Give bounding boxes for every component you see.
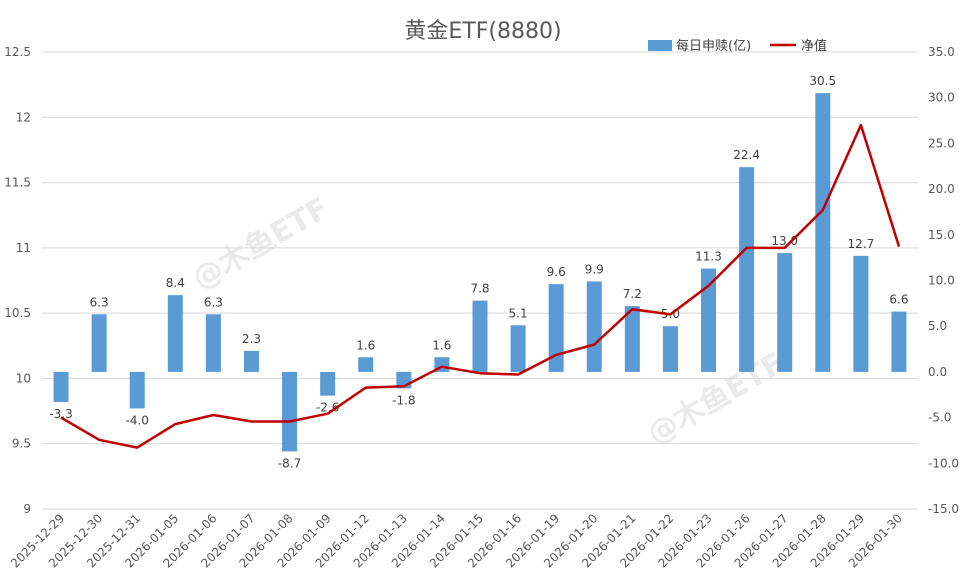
- bar-data-label: -3.3: [49, 407, 72, 421]
- right-axis-tick-label: -5.0: [928, 411, 951, 425]
- right-axis-tick-label: -10.0: [928, 456, 959, 470]
- chart-title: 黄金ETF(8880): [404, 19, 561, 44]
- bar-data-label: -1.8: [392, 393, 415, 407]
- bar: [205, 314, 221, 372]
- bar-data-label: -4.0: [126, 413, 149, 427]
- left-axis-tick-label: 11: [16, 241, 31, 255]
- bar: [701, 268, 717, 372]
- bar: [853, 255, 869, 372]
- right-axis-tick-label: 25.0: [928, 136, 955, 150]
- bar-data-label: 5.1: [509, 306, 528, 320]
- gridlines: [42, 51, 918, 510]
- bar: [777, 253, 793, 372]
- bar-data-label: 11.3: [695, 250, 722, 264]
- bar-data-label: 13.0: [771, 234, 798, 248]
- bar: [167, 295, 183, 372]
- watermark-text: @木鱼ETF: [187, 191, 336, 297]
- left-axis-ticks: 12.5 12 11.5 11 10.5 10 9.5 9: [4, 45, 31, 516]
- right-axis-tick-label: 30.0: [928, 91, 955, 105]
- bar-data-label: 30.5: [809, 74, 836, 88]
- legend-bar-swatch: [648, 40, 672, 51]
- nav-line: [60, 123, 901, 449]
- right-axis-ticks: 35.0 30.0 25.0 20.0 15.0 10.0 5.0 0.0 -5.0 -10.0 -…: [928, 45, 959, 516]
- bar-data-label: 1.6: [432, 338, 451, 352]
- line-series: [60, 123, 901, 449]
- bar: [548, 284, 564, 372]
- watermarks: @木鱼ETF @木鱼ETF: [187, 191, 791, 452]
- bar-data-label: 22.4: [733, 148, 760, 162]
- bar: [662, 326, 678, 372]
- bar: [91, 314, 107, 372]
- right-axis-tick-label: 5.0: [928, 319, 947, 333]
- legend-bar-label: 每日申赎(亿): [676, 38, 751, 54]
- bar: [243, 350, 259, 372]
- left-axis-tick-label: 12: [16, 110, 31, 124]
- right-axis-tick-label: 15.0: [928, 228, 955, 242]
- bar: [739, 167, 755, 372]
- bar-data-label: 9.6: [547, 265, 566, 279]
- bar-data-label: 6.3: [204, 295, 223, 309]
- bar-data-labels: -3.36.3-4.08.46.32.3-8.7-2.61.6-1.81.67.…: [49, 74, 908, 470]
- bar-data-label: 2.3: [242, 332, 261, 346]
- right-axis-tick-label: -15.0: [928, 502, 959, 516]
- bar-data-label: 7.2: [623, 287, 642, 301]
- bar-data-label: 1.6: [356, 338, 375, 352]
- left-axis-tick-label: 9: [23, 502, 31, 516]
- left-axis-tick-label: 10: [16, 371, 31, 385]
- bar-data-label: 6.3: [90, 295, 109, 309]
- right-axis-tick-label: 35.0: [928, 45, 955, 59]
- bar-series: [53, 93, 907, 452]
- bar: [129, 371, 145, 409]
- left-axis-tick-label: 12.5: [4, 45, 31, 59]
- bar: [815, 93, 831, 372]
- bar-data-label: 9.9: [585, 262, 604, 276]
- bar: [472, 300, 488, 372]
- bar: [586, 281, 602, 372]
- left-axis-tick-label: 11.5: [4, 176, 31, 190]
- left-axis-tick-label: 9.5: [12, 437, 31, 451]
- right-axis-tick-label: 0.0: [928, 365, 947, 379]
- bar: [510, 325, 526, 372]
- legend: 每日申赎(亿) 净值: [648, 38, 827, 54]
- bar-data-label: 12.7: [848, 237, 875, 251]
- bar: [53, 371, 69, 403]
- x-axis-ticks: 2025-12-292025-12-302025-12-312026-01-05…: [8, 511, 905, 570]
- right-axis-tick-label: 20.0: [928, 182, 955, 196]
- bar: [891, 311, 907, 372]
- bar-data-label: -8.7: [278, 456, 301, 470]
- legend-line-label: 净值: [801, 38, 827, 54]
- bar-data-label: 8.4: [166, 276, 185, 290]
- bar-data-label: 7.8: [470, 282, 489, 296]
- bar: [282, 371, 298, 452]
- bar-data-label: 6.6: [889, 293, 908, 307]
- bar: [320, 371, 336, 396]
- right-axis-tick-label: 10.0: [928, 274, 955, 288]
- left-axis-tick-label: 10.5: [4, 306, 31, 320]
- bar: [624, 306, 640, 372]
- bar: [358, 357, 374, 372]
